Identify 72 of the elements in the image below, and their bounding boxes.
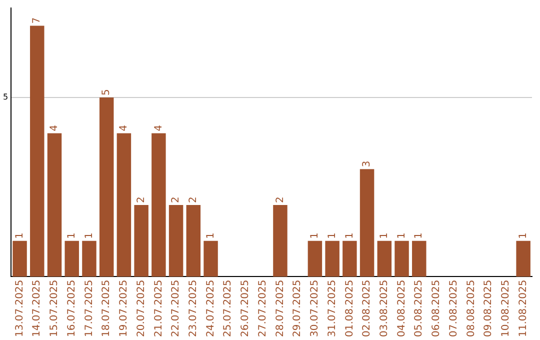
- x-tick-label: 26.07.2025: [240, 280, 252, 338]
- x-tick-label: 11.08.2025: [518, 280, 529, 338]
- data-label: 7: [32, 17, 43, 24]
- data-label: 3: [362, 160, 373, 168]
- bar: [168, 205, 184, 277]
- x-tick-label: 31.07.2025: [326, 280, 338, 338]
- x-tick-label: 02.08.2025: [362, 280, 373, 338]
- data-label: 1: [414, 232, 425, 239]
- bar: [342, 240, 357, 277]
- x-tick-label: 17.07.2025: [84, 280, 95, 338]
- bar: [412, 240, 426, 277]
- x-tick-label: 15.07.2025: [49, 280, 60, 338]
- x-tick-label: 24.07.2025: [205, 280, 216, 338]
- x-tick-label: 27.07.2025: [257, 280, 268, 338]
- bar: [360, 169, 374, 277]
- data-label: 1: [379, 232, 390, 239]
- bar: [82, 240, 96, 277]
- bar: [64, 240, 79, 277]
- x-tick-label: 08.08.2025: [466, 280, 477, 338]
- x-tick-label: 01.08.2025: [344, 280, 356, 338]
- x-tick-label: 04.08.2025: [396, 280, 408, 338]
- x-tick-label: 03.08.2025: [379, 280, 390, 338]
- bar: [99, 97, 114, 277]
- data-label: 1: [205, 232, 216, 239]
- bar: [377, 240, 392, 277]
- x-tick-label: 07.08.2025: [448, 280, 460, 338]
- x-tick-label: 25.07.2025: [222, 280, 234, 338]
- x-tick-label: 09.08.2025: [483, 280, 494, 338]
- x-tick-label: 18.07.2025: [101, 280, 112, 338]
- x-tick-label: 06.08.2025: [431, 280, 442, 338]
- bar: [116, 133, 132, 277]
- data-label: 1: [396, 232, 408, 239]
- x-tick-label: 14.07.2025: [32, 280, 43, 338]
- data-label: 1: [84, 232, 95, 239]
- data-label: 5: [101, 89, 112, 96]
- x-tick-label: 20.07.2025: [136, 280, 147, 338]
- data-label: 4: [153, 124, 164, 132]
- bar: [186, 205, 201, 277]
- bar: [204, 240, 218, 277]
- x-tick-label: 22.07.2025: [170, 280, 182, 338]
- x-tick-label: 29.07.2025: [292, 280, 304, 338]
- data-label: 4: [118, 124, 130, 132]
- data-label: 1: [518, 232, 529, 239]
- bar: [394, 240, 409, 277]
- data-label: 2: [170, 196, 182, 204]
- data-label: 1: [326, 232, 338, 239]
- bar: [134, 205, 148, 277]
- bar: [308, 240, 322, 277]
- x-tick-label: 13.07.2025: [14, 280, 26, 338]
- x-tick-label: 10.08.2025: [500, 280, 512, 338]
- data-label: 2: [188, 196, 199, 204]
- data-label: 1: [66, 232, 78, 239]
- bar: [30, 26, 44, 277]
- data-label: 2: [274, 196, 286, 204]
- x-tick-label: 05.08.2025: [414, 280, 425, 338]
- bar: [273, 205, 288, 277]
- data-label: 4: [49, 124, 60, 132]
- data-label: 1: [310, 232, 321, 239]
- x-tick-label: 19.07.2025: [118, 280, 130, 338]
- x-tick-label: 28.07.2025: [274, 280, 286, 338]
- x-tick-label: 30.07.2025: [310, 280, 321, 338]
- x-tick-label: 16.07.2025: [66, 280, 78, 338]
- bar: [516, 240, 530, 277]
- bar: [325, 240, 340, 277]
- data-label: 1: [344, 232, 356, 239]
- data-label: 2: [136, 196, 147, 204]
- data-label: 1: [14, 232, 26, 239]
- bar: [47, 133, 62, 277]
- bar: [152, 133, 166, 277]
- bar: [12, 240, 27, 277]
- x-tick-label: 21.07.2025: [153, 280, 164, 338]
- x-tick-label: 23.07.2025: [188, 280, 199, 338]
